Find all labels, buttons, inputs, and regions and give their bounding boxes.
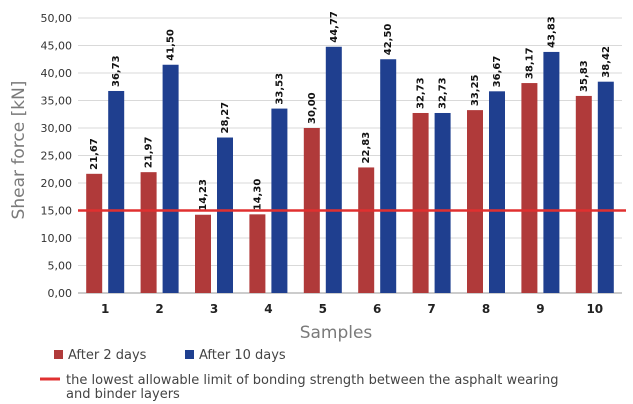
y-axis-title: Shear force [kN] <box>9 81 29 220</box>
data-label: 22,83 <box>361 132 372 164</box>
bar <box>489 91 505 293</box>
data-labels: 21,67 36,73 21,97 41,50 14,23 28,27 14,30 33,53… <box>89 11 612 211</box>
x-tick-label: 1 <box>101 302 109 316</box>
data-label: 32,73 <box>416 77 427 109</box>
bar <box>108 90 125 293</box>
bar <box>162 64 179 293</box>
data-label: 43,83 <box>546 16 557 48</box>
y-axis-ticks: 0,00 5,00 10,00 15,00 20,00 25,00 30,00 35,00 40… <box>41 12 73 300</box>
x-axis-ticks: 1 2 3 4 5 6 7 8 9 10 <box>101 302 603 316</box>
y-tick-label: 5,00 <box>48 260 73 273</box>
y-tick-label: 35,00 <box>41 95 73 108</box>
data-label: 35,83 <box>579 60 590 92</box>
legend-label-reference-line: the lowest allowable limit of bonding st… <box>66 373 563 402</box>
data-label: 38,42 <box>601 46 612 78</box>
x-axis-title: Samples <box>300 323 373 343</box>
bar <box>521 83 538 293</box>
x-tick-label: 2 <box>155 302 163 316</box>
data-label: 21,97 <box>144 136 155 168</box>
y-tick-label: 10,00 <box>41 232 73 245</box>
bar <box>597 81 614 293</box>
y-tick-label: 50,00 <box>41 12 73 25</box>
x-tick-label: 4 <box>264 302 272 316</box>
x-tick-label: 7 <box>427 302 435 316</box>
y-tick-label: 15,00 <box>41 205 73 218</box>
bar <box>249 214 266 293</box>
bar <box>412 112 429 293</box>
bar <box>358 167 375 293</box>
bar <box>434 112 451 293</box>
data-label: 30,00 <box>307 92 318 124</box>
legend-swatch-series-1 <box>54 350 63 359</box>
data-label: 33,25 <box>470 74 481 106</box>
bar <box>140 172 157 293</box>
data-label: 41,50 <box>166 29 177 61</box>
data-label: 32,73 <box>438 77 449 109</box>
bar <box>86 173 103 293</box>
data-label: 44,77 <box>329 11 340 43</box>
bar <box>467 110 483 293</box>
y-tick-label: 45,00 <box>41 40 73 53</box>
data-label: 14,30 <box>252 179 263 211</box>
data-label: 38,17 <box>524 47 535 79</box>
x-tick-label: 9 <box>536 302 544 316</box>
x-tick-label: 5 <box>319 302 327 316</box>
data-label: 36,73 <box>111 55 122 87</box>
y-tick-label: 25,00 <box>41 150 73 163</box>
bar <box>325 46 342 293</box>
data-label: 28,27 <box>220 102 231 134</box>
legend-label-series-2: After 10 days <box>199 348 286 363</box>
x-tick-label: 8 <box>482 302 490 316</box>
bar <box>271 108 288 294</box>
bars <box>86 46 614 294</box>
y-tick-label: 30,00 <box>41 122 73 135</box>
x-tick-label: 3 <box>210 302 218 316</box>
x-tick-label: 10 <box>586 302 603 316</box>
legend-swatch-series-2 <box>185 350 194 359</box>
bar <box>195 214 211 293</box>
y-tick-label: 40,00 <box>41 67 73 80</box>
bar <box>575 95 592 293</box>
bar <box>217 137 233 293</box>
grid <box>78 17 622 294</box>
data-label: 42,50 <box>383 24 394 56</box>
y-tick-label: 0,00 <box>48 287 73 300</box>
bar <box>380 59 397 293</box>
data-label: 33,53 <box>274 73 285 105</box>
bar <box>543 51 560 294</box>
legend: After 2 days After 10 days the lowest al… <box>40 348 563 402</box>
data-label: 36,67 <box>492 56 503 88</box>
y-tick-label: 20,00 <box>41 177 73 190</box>
x-tick-label: 6 <box>373 302 381 316</box>
data-label: 14,23 <box>198 179 209 211</box>
legend-label-series-1: After 2 days <box>68 348 147 363</box>
data-label: 21,67 <box>89 138 100 170</box>
